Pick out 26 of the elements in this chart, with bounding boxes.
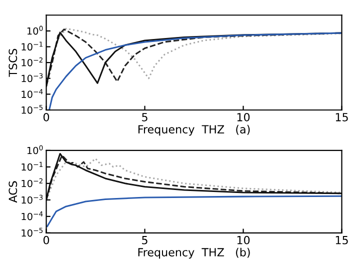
y-tick-label: 10$^{−2}$ (22, 57, 42, 66)
line-series (46, 195, 342, 228)
y-tick-label: 10$^{−3}$ (22, 194, 43, 204)
y-tick-label: 10$^{−5}$ (22, 228, 43, 237)
x-tick-label: 15 (336, 236, 348, 244)
x-tick-label: 10 (237, 112, 250, 122)
x-tick-label: 0 (43, 236, 50, 244)
x-tick-label: 10 (237, 236, 250, 244)
y-tick-label: 10$^{−3}$ (22, 73, 43, 82)
y-tick-label: 10$^{−4}$ (22, 211, 43, 220)
x-tick-label: 5 (142, 113, 148, 122)
x-tick-label: 0 (43, 112, 50, 122)
y-tick-label: 10$^{−2}$ (22, 178, 42, 188)
y-tick-label: 10$^{−4}$ (22, 89, 43, 98)
y-tick-label: 10$^{−5}$ (22, 104, 43, 114)
y-tick-label: 10$^{0}$ (27, 145, 43, 154)
y-tick-label: 10$^{0}$ (27, 26, 43, 35)
y-tick-label: 10$^{−1}$ (22, 162, 43, 171)
y-axis-title: TSCS (8, 48, 18, 77)
x-tick-label: 15 (336, 113, 348, 122)
x-tick-label: 5 (142, 236, 148, 244)
y-tick-label: 10$^{−1}$ (22, 42, 43, 51)
x-axis-title: Frequency THZ (b) (138, 248, 250, 259)
line-series (48, 32, 342, 110)
x-axis-title: Frequency THZ (a) (138, 124, 250, 136)
y-axis-title: ACS (8, 181, 18, 203)
